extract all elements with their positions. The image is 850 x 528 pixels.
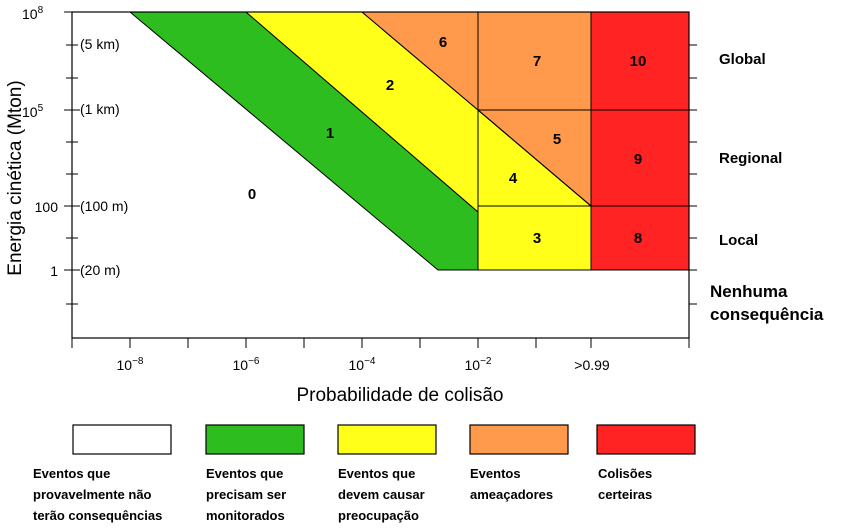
consequence-none-label: Nenhuma <box>710 282 788 301</box>
y-tick-label: 100 <box>35 199 59 215</box>
x-tick-label: 10−6 <box>233 356 260 373</box>
legend-text-yellow: Eventos que devem causar preocupação <box>338 466 425 523</box>
legend-text-green: Eventos que precisam ser monitorados <box>206 466 286 523</box>
size-label: (1 km) <box>80 101 120 117</box>
svg-text:Colisões: Colisões <box>598 466 652 481</box>
zone-number-0: 0 <box>248 186 256 203</box>
y-axis-title: Energia cinética (Mton) <box>5 80 26 275</box>
svg-text:monitorados: monitorados <box>206 508 285 523</box>
legend-swatch-white <box>72 424 172 455</box>
zone-number-1: 1 <box>326 125 334 142</box>
consequence-global-label: Global <box>719 51 766 68</box>
legend-text-red: Colisões certeiras <box>598 466 652 502</box>
legend-swatch-yellow <box>337 424 437 455</box>
size-label: (20 m) <box>80 262 120 278</box>
size-label: (100 m) <box>80 198 128 214</box>
zone-number-5: 5 <box>553 131 561 148</box>
zone-number-8: 8 <box>634 230 642 247</box>
x-tick-label: 10−4 <box>349 356 376 373</box>
x-axis-title: Probabilidade de colisão <box>296 385 503 406</box>
svg-text:devem causar: devem causar <box>338 487 425 502</box>
zone-number-6: 6 <box>439 34 447 51</box>
y-tick-label: 105 <box>22 103 44 120</box>
zone-number-10: 10 <box>630 53 647 70</box>
svg-text:Eventos que: Eventos que <box>206 466 283 481</box>
y-tick-label: 108 <box>22 5 44 22</box>
svg-text:Eventos que: Eventos que <box>33 466 110 481</box>
legend-text-white: Eventos que provavelmente não terão cons… <box>33 466 162 523</box>
svg-text:provavelmente não: provavelmente não <box>33 487 152 502</box>
legend-swatch-red <box>596 424 696 455</box>
zone-number-7: 7 <box>533 53 541 70</box>
x-tick-label: >0.99 <box>574 357 610 373</box>
legend-swatch-green <box>205 424 305 455</box>
consequence-none-label: consequência <box>710 305 824 324</box>
legend-swatch-orange <box>469 424 569 455</box>
divider-line <box>477 109 592 207</box>
svg-text:precisam ser: precisam ser <box>206 487 286 502</box>
y-tick-label: 1 <box>50 263 58 279</box>
svg-text:certeiras: certeiras <box>598 487 652 502</box>
svg-text:Eventos: Eventos <box>470 466 521 481</box>
size-label: (5 km) <box>80 36 120 52</box>
x-ticks <box>71 338 690 348</box>
zone-red-region <box>590 11 690 271</box>
svg-text:terão consequências: terão consequências <box>33 508 162 523</box>
svg-text:Eventos que: Eventos que <box>338 466 415 481</box>
zone-number-3: 3 <box>533 230 541 247</box>
x-tick-label: 10−8 <box>117 356 144 373</box>
svg-text:ameaçadores: ameaçadores <box>470 487 553 502</box>
plot-frame <box>71 11 690 339</box>
zone-number-9: 9 <box>634 151 642 168</box>
right-ticks <box>689 44 697 305</box>
zone-number-4: 4 <box>509 170 518 187</box>
consequence-regional-label: Regional <box>719 150 782 167</box>
legend-text-orange: Eventos ameaçadores <box>470 466 553 502</box>
svg-text:preocupação: preocupação <box>338 508 419 523</box>
x-tick-label: 10−2 <box>465 356 492 373</box>
y-ticks <box>64 11 80 305</box>
zone-number-2: 2 <box>386 77 394 94</box>
consequence-local-label: Local <box>719 232 758 249</box>
